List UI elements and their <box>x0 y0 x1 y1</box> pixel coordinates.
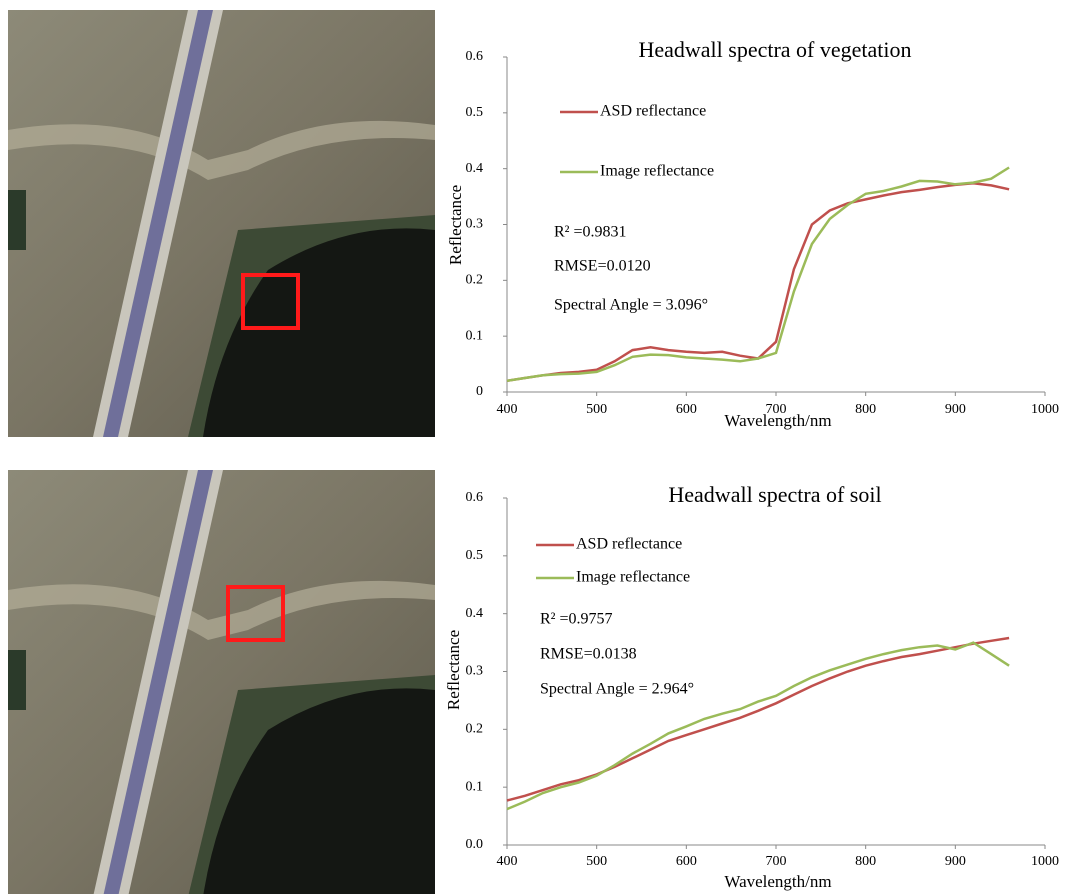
y-tick-label: 0.4 <box>466 606 484 621</box>
annotation: RMSE=0.0120 <box>554 258 651 275</box>
x-tick-label: 900 <box>945 854 966 869</box>
annotation: R² =0.9831 <box>554 224 627 241</box>
x-tick-label: 600 <box>676 854 697 869</box>
y-tick-label: 0.1 <box>466 779 484 794</box>
image-panel <box>8 470 435 894</box>
y-tick-label: 0.1 <box>466 328 484 343</box>
chart-title: Headwall spectra of soil <box>668 482 881 507</box>
x-tick-label: 700 <box>766 854 787 869</box>
figure: 0 0.1 0.2 0.3 0.4 0.5 0.6 400 500 600 700 800 900 100… <box>0 0 1069 894</box>
y-axis-label: Reflectance <box>444 630 463 710</box>
x-tick-label: 500 <box>586 402 607 417</box>
series-line <box>507 183 1009 381</box>
legend-label: Image reflectance <box>576 569 690 586</box>
x-tick-label: 500 <box>586 854 607 869</box>
y-tick-label: 0.3 <box>466 217 484 232</box>
legend-label: ASD reflectance <box>576 536 682 553</box>
y-tick-label: 0.5 <box>466 548 484 563</box>
x-tick-label: 400 <box>497 402 518 417</box>
x-tick-label: 1000 <box>1031 402 1059 417</box>
y-tick-label: 0.2 <box>466 273 484 288</box>
x-tick-label: 800 <box>855 402 876 417</box>
y-tick-label: 0.4 <box>466 161 484 176</box>
series-line <box>507 643 1009 810</box>
annotation: RMSE=0.0138 <box>540 646 637 663</box>
annotation: R² =0.9757 <box>540 611 613 628</box>
annotation: Spectral Angle = 3.096° <box>554 297 708 314</box>
y-tick-label: 0.2 <box>466 722 484 737</box>
x-tick-label: 900 <box>945 402 966 417</box>
y-tick-label: 0.6 <box>466 490 484 505</box>
x-axis-label: Wavelength/nm <box>724 411 831 430</box>
y-tick-label: 0 <box>476 384 483 399</box>
legend-label: Image reflectance <box>600 163 714 180</box>
x-tick-label: 400 <box>497 854 518 869</box>
x-tick-label: 600 <box>676 402 697 417</box>
x-tick-label: 1000 <box>1031 854 1059 869</box>
y-axis-label: Reflectance <box>446 185 465 265</box>
legend-label: ASD reflectance <box>600 103 706 120</box>
y-tick-label: 0.0 <box>466 837 484 852</box>
y-tick-label: 0.3 <box>466 664 484 679</box>
annotation: Spectral Angle = 2.964° <box>540 681 694 698</box>
x-axis-label: Wavelength/nm <box>724 872 831 891</box>
y-tick-label: 0.6 <box>466 49 484 64</box>
y-tick-label: 0.5 <box>466 105 484 120</box>
x-tick-label: 800 <box>855 854 876 869</box>
chart-title: Headwall spectra of vegetation <box>638 37 911 62</box>
image-panel <box>8 10 435 437</box>
